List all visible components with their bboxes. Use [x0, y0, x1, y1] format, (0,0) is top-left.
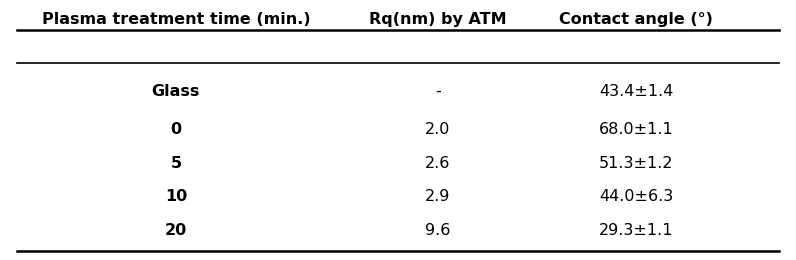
Text: 5: 5	[170, 156, 181, 171]
Text: 51.3±1.2: 51.3±1.2	[599, 156, 673, 171]
Text: Glass: Glass	[152, 84, 200, 99]
Text: 44.0±6.3: 44.0±6.3	[599, 189, 673, 204]
Text: 2.9: 2.9	[425, 189, 451, 204]
Text: 43.4±1.4: 43.4±1.4	[599, 84, 673, 99]
Text: 68.0±1.1: 68.0±1.1	[599, 122, 673, 138]
Text: 2.0: 2.0	[425, 122, 451, 138]
Text: Plasma treatment time (min.): Plasma treatment time (min.)	[41, 12, 310, 27]
Text: 29.3±1.1: 29.3±1.1	[599, 223, 673, 238]
Text: 0: 0	[170, 122, 181, 138]
Text: 20: 20	[165, 223, 187, 238]
Text: Rq(nm) by ATM: Rq(nm) by ATM	[369, 12, 506, 27]
Text: 9.6: 9.6	[425, 223, 451, 238]
Text: 2.6: 2.6	[425, 156, 451, 171]
Text: 10: 10	[165, 189, 187, 204]
Text: Contact angle (°): Contact angle (°)	[559, 12, 713, 27]
Text: -: -	[435, 84, 440, 99]
